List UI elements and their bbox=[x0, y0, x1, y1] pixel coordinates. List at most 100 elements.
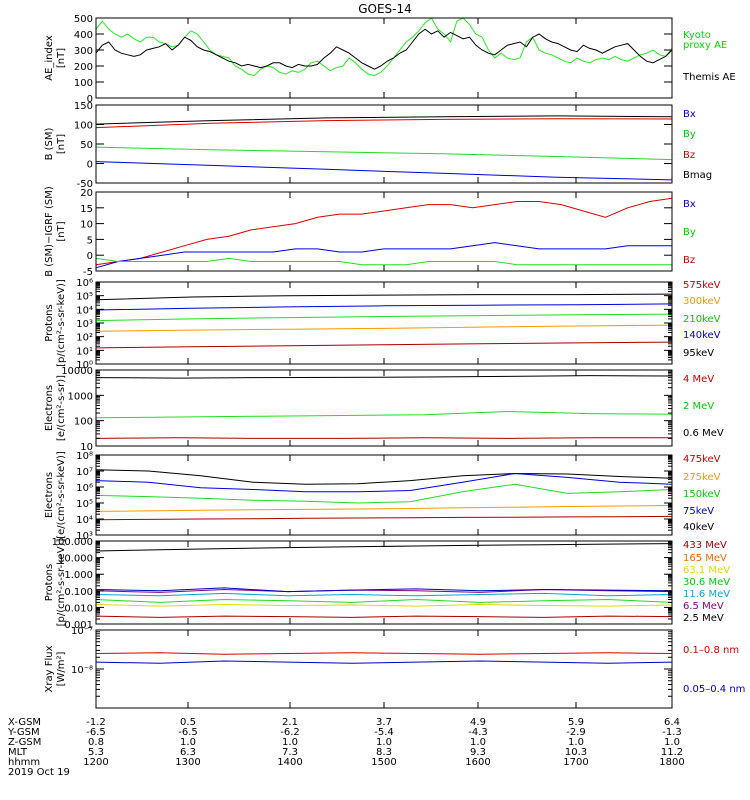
series-line-protons2-6 bbox=[95, 615, 673, 618]
legend-entry: 575keV bbox=[683, 280, 721, 291]
ytick-label: 5 bbox=[87, 235, 93, 246]
ylabel-bdiff: B (SM)−IGRF (SM)[nT] bbox=[44, 186, 67, 277]
ylabel-electrons1: Electrons[e/(cm²-s-sr)] bbox=[44, 375, 67, 441]
ytick-label: 10⁴ bbox=[76, 515, 93, 526]
series-line-ae-0 bbox=[95, 17, 673, 77]
ytick-label: 10¹ bbox=[76, 346, 93, 357]
xaxis-row-label: Y-GSM bbox=[7, 727, 40, 738]
panel-frame bbox=[95, 369, 673, 447]
legend-entry: 30.6 MeV bbox=[683, 577, 730, 588]
legend-entry: 75keV bbox=[683, 506, 714, 517]
ytick-label: 50 bbox=[80, 140, 93, 151]
series-line-protons1-1 bbox=[95, 303, 673, 311]
panel-bdiff: -5 0 5 10 15 20 B (SM)−IGRF (SM)[nT] Bx By Bz bbox=[44, 186, 696, 278]
xaxis-cell: 1700 bbox=[563, 757, 588, 768]
legend-entry: 0.1–0.8 nm bbox=[683, 645, 739, 656]
ytick-label: 0.001 bbox=[64, 620, 93, 631]
ylabel-line: Electrons bbox=[44, 385, 55, 431]
xaxis-cell: 6.3 bbox=[180, 747, 196, 758]
ylabel-line: [nT] bbox=[56, 48, 67, 68]
series-line-electrons2-1 bbox=[95, 472, 673, 493]
ylabel-bsm: B (SM)[nT] bbox=[44, 127, 67, 160]
xaxis-cell: 1.0 bbox=[664, 737, 680, 748]
legend-entry: 433 MeV bbox=[683, 540, 727, 551]
legend-entry: 0.05–0.4 nm bbox=[683, 684, 745, 695]
xaxis-cell: 4.9 bbox=[470, 717, 486, 728]
ylabel-ae: AE_index[nT] bbox=[44, 35, 67, 81]
panel-protons2: 0.0010.0100.1001.00010.000100.000Protons… bbox=[44, 537, 730, 631]
xaxis-cell: 1200 bbox=[83, 757, 108, 768]
ytick-label: 10³ bbox=[76, 319, 93, 330]
legend-entry: 95keV bbox=[683, 348, 714, 359]
series-line-electrons2-2 bbox=[95, 483, 673, 504]
xaxis-cell: 1.0 bbox=[376, 737, 392, 748]
xaxis-cell: -2.9 bbox=[566, 727, 586, 738]
ytick-label: 200 bbox=[74, 62, 93, 73]
ylabel-line: Protons bbox=[44, 304, 55, 341]
ytick-label: 300 bbox=[74, 46, 93, 57]
series-line-bdiff-0 bbox=[95, 197, 673, 266]
ytick-label: 10⁶ bbox=[76, 483, 93, 494]
xaxis-cell: -4.3 bbox=[468, 727, 488, 738]
legend-entry: Bx bbox=[683, 199, 696, 210]
series-line-protons1-3 bbox=[95, 324, 673, 332]
panel-protons1: 10⁰ 10¹ 10² 10³ 10⁴ 10⁵ 10⁶ Protons[p/(cm²-s-sr… bbox=[44, 278, 721, 371]
xaxis-cell: -6.2 bbox=[280, 727, 300, 738]
plot-title: GOES-14 bbox=[358, 2, 412, 16]
ylabel-line: [p/(cm²-s-sr-keV)] bbox=[56, 539, 67, 627]
ytick-label: 10⁸ bbox=[76, 451, 93, 462]
legend-entry: Bx bbox=[683, 109, 696, 120]
series-line-xray-0 bbox=[95, 652, 673, 655]
ylabel-line: Protons bbox=[44, 564, 55, 601]
series-line-electrons1-1 bbox=[95, 410, 673, 419]
ytick-label: 10⁰ bbox=[76, 360, 93, 371]
ytick-label: 10² bbox=[76, 333, 93, 344]
ylabel-line: Xray Flux bbox=[44, 645, 55, 692]
ytick-label: -50 bbox=[77, 179, 93, 190]
ytick-label: 10 bbox=[80, 442, 93, 453]
legend-entry: 150keV bbox=[683, 489, 721, 500]
series-line-bsm-1 bbox=[95, 146, 673, 161]
legend-entry: 40keV bbox=[683, 522, 714, 533]
xaxis-cell: 1300 bbox=[175, 757, 200, 768]
series-line-bsm-2 bbox=[95, 118, 673, 129]
series-line-ae-1 bbox=[95, 28, 673, 70]
legend-entry: Bmag bbox=[683, 170, 712, 181]
series-line-protons2-2 bbox=[95, 587, 673, 593]
xaxis-row-label: Z-GSM bbox=[8, 737, 41, 748]
legend-entry: Themis AE bbox=[682, 72, 736, 83]
xaxis-cell: 1.0 bbox=[568, 737, 584, 748]
panel-xray: 10⁻⁸ 10⁻⁷ Xray Flux[W/m²] 0.1–0.8 nm 0.05–0.… bbox=[44, 626, 745, 709]
series-line-bdiff-1 bbox=[95, 242, 672, 269]
xaxis-cell: -6.5 bbox=[178, 727, 198, 738]
legend-entry: 300keV bbox=[683, 296, 721, 307]
xaxis-cell: 5.9 bbox=[568, 717, 584, 728]
xaxis-row-label: X-GSM bbox=[8, 717, 41, 728]
ytick-label: 0 bbox=[87, 94, 93, 105]
legend-entry: 4 MeV bbox=[683, 374, 714, 385]
xaxis-cell: 11.2 bbox=[661, 747, 683, 758]
legend-entry: 11.6 MeV bbox=[683, 589, 730, 600]
xaxis-row-label: 2019 Oct 19 bbox=[8, 767, 70, 778]
xaxis-row-label: hhmm bbox=[8, 757, 40, 768]
legend-entry: Bz bbox=[683, 255, 695, 266]
series-line-electrons2-3 bbox=[95, 505, 673, 512]
series-line-electrons1-2 bbox=[95, 437, 672, 439]
panel-frame bbox=[95, 540, 673, 625]
panel-frame bbox=[95, 454, 673, 536]
ytick-label: 0 bbox=[87, 160, 93, 171]
series-line-protons2-5 bbox=[95, 603, 673, 607]
ytick-label: 100 bbox=[74, 417, 93, 428]
ylabel-line: [e/(cm²-s-sr)] bbox=[56, 375, 67, 441]
ytick-label: 10⁶ bbox=[76, 278, 93, 289]
series-line-bdiff-2 bbox=[95, 257, 672, 266]
ylabel-line: [nT] bbox=[56, 134, 67, 154]
legend-entry: By bbox=[683, 129, 696, 140]
panel-electrons2: 10³ 10⁴ 10⁵ 10⁶ 10⁷ 10⁸ Electrons[e/(cm²-s-sr-… bbox=[44, 451, 721, 542]
xaxis-cell: 6.4 bbox=[664, 717, 680, 728]
ytick-label: 0.010 bbox=[64, 603, 93, 614]
legend-entry: Bz bbox=[683, 150, 695, 161]
